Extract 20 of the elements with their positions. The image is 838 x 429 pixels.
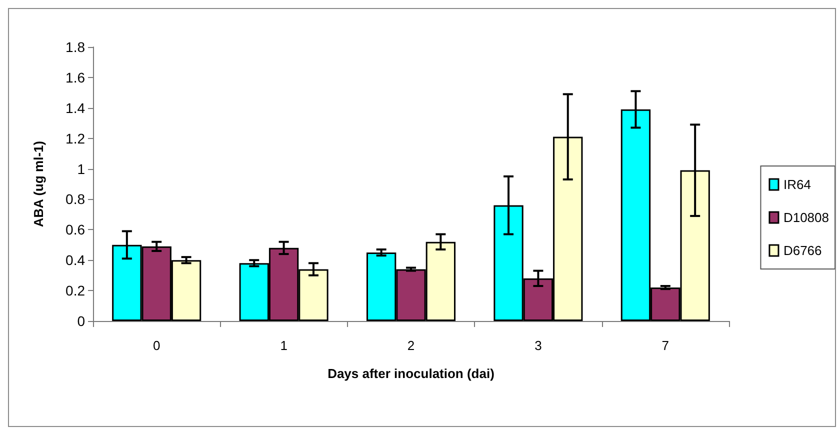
y-tick-label: 0.8 <box>66 191 86 208</box>
y-tick-label: 1.2 <box>66 130 86 146</box>
x-tick-label: 3 <box>534 338 542 353</box>
legend-label: D10808 <box>783 210 830 225</box>
legend-label: D6766 <box>783 243 822 258</box>
x-tick-label: 2 <box>407 338 415 353</box>
y-tick-label: 0.4 <box>66 252 86 268</box>
y-tick-label: 0 <box>77 313 86 329</box>
x-tick-label: 0 <box>152 338 160 353</box>
y-tick-label: 1.8 <box>66 39 86 55</box>
x-axis-title: Days after inoculation (dai) <box>328 366 494 381</box>
y-tick-label: 1.4 <box>66 100 86 116</box>
x-tick-label: 7 <box>662 338 670 353</box>
x-tick-label: 1 <box>280 338 288 353</box>
y-tick-label: 0.6 <box>66 222 86 238</box>
y-tick-label: 1 <box>77 160 86 177</box>
y-axis-title: ABA (ug ml-1) <box>31 140 46 228</box>
y-tick-label: 0.2 <box>66 282 86 299</box>
legend-label: IR64 <box>783 177 811 192</box>
y-tick-label: 1.6 <box>66 69 86 86</box>
